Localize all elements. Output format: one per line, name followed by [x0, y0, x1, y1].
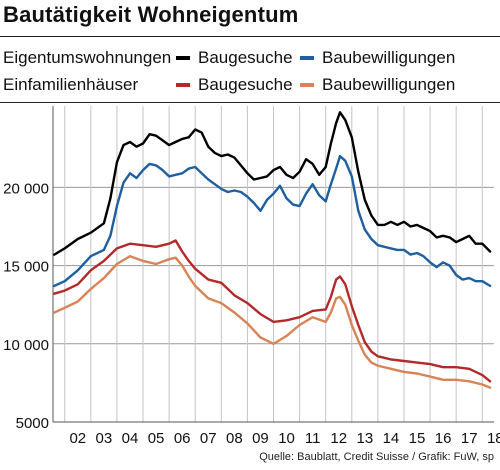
legend-group-label: Einfamilienhäuser	[3, 75, 139, 94]
legend-row-einfamilienhaeuser: Einfamilienhäuser Baugesuche Baubewillig…	[0, 71, 500, 99]
legend-swatch	[176, 83, 190, 87]
x-tick-label: 03	[96, 430, 113, 447]
y-tick-label: 20 000	[3, 180, 49, 197]
series-efh-baugesuche-line	[53, 239, 492, 383]
legend-row-eigentumswohnungen: Eigentumswohnungen Baugesuche Baubewilli…	[0, 44, 500, 72]
y-tick-label: 15 000	[3, 259, 49, 276]
x-tick-label: 02	[69, 430, 86, 447]
x-tick-label: 12	[330, 430, 347, 447]
series-ew-baubewilligungen-line	[53, 154, 492, 288]
series-efh-baubewilligungen-line	[53, 255, 492, 389]
x-tick-label: 18	[487, 430, 500, 447]
x-tick-label: 05	[148, 430, 165, 447]
legend-item-label: Baugesuche	[198, 75, 293, 94]
x-tick-label: 04	[122, 430, 139, 447]
x-tick-label: 10	[278, 430, 295, 447]
x-tick-label: 09	[252, 430, 269, 447]
x-tick-label: 11	[305, 430, 321, 447]
source-note: Quelle: Baublatt, Credit Suisse / Grafik…	[259, 451, 494, 463]
chart-title: Bautätigkeit Wohneigentum	[3, 2, 299, 27]
legend-group-label: Eigentumswohnungen	[3, 48, 172, 67]
legend-divider	[0, 102, 500, 103]
x-tick-label: 14	[383, 430, 400, 447]
x-tick-label: 16	[435, 430, 452, 447]
y-tick-label: 5000	[16, 415, 49, 432]
x-tick-label: 17	[461, 430, 478, 447]
legend-item-label: Baugesuche	[198, 48, 293, 67]
legend-swatch	[300, 83, 314, 87]
legend: Eigentumswohnungen Baugesuche Baubewilli…	[0, 42, 500, 102]
x-tick-label: 15	[409, 430, 426, 447]
title-divider	[0, 36, 500, 37]
x-tick-label: 07	[200, 430, 217, 447]
legend-swatch	[176, 56, 190, 60]
y-tick-label: 10 000	[3, 337, 49, 354]
legend-swatch	[300, 56, 314, 60]
series-ew-baugesuche-line	[53, 111, 492, 256]
x-tick-label: 08	[226, 430, 243, 447]
x-tick-label: 06	[174, 430, 191, 447]
x-tick-label: 13	[356, 430, 373, 447]
legend-item-label: Baubewilligungen	[322, 75, 456, 94]
legend-item-label: Baubewilligungen	[322, 48, 456, 67]
